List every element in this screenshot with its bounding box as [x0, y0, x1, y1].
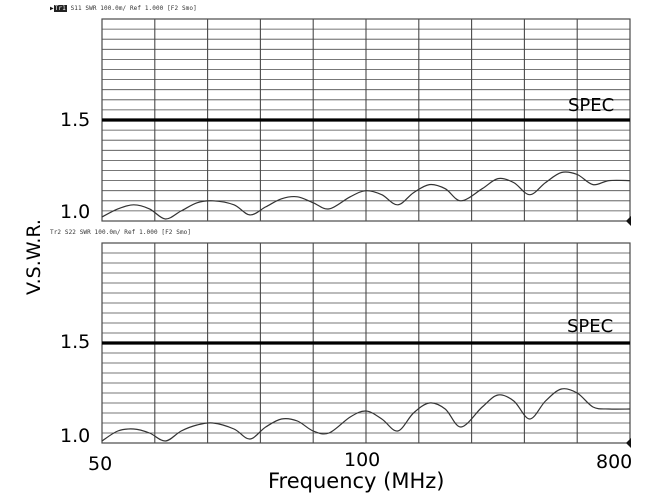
xtick-50: 50	[88, 453, 113, 475]
reference-marker-icon	[626, 438, 631, 448]
y-axis-title: V.S.W.R.	[23, 219, 45, 295]
xtick-800: 800	[596, 451, 633, 473]
vswr-trace	[101, 171, 631, 220]
marker-arrow-icon: ▶	[50, 5, 54, 12]
bottom-ytick-1-0: 1.0	[60, 425, 91, 447]
trace-tag: Tr1	[53, 5, 67, 12]
top-ytick-1-0: 1.0	[60, 201, 91, 223]
bottom-chart-header: Tr2 S22 SWR 100.0m/ Ref 1.000 [F2 Smo]	[50, 229, 191, 236]
top-ytick-1-5: 1.5	[60, 109, 91, 131]
x-axis-title: Frequency (MHz)	[268, 469, 445, 493]
reference-marker-icon	[626, 216, 631, 226]
xtick-100: 100	[344, 449, 381, 471]
top-spec-label: SPEC	[568, 95, 615, 116]
vswr-trace	[101, 388, 631, 442]
header-text: S22 SWR 100.0m/ Ref 1.000 [F2 Smo]	[64, 229, 192, 236]
header-text: S11 SWR 100.0m/ Ref 1.000 [F2 Smo]	[70, 5, 197, 12]
trace-tag: Tr2	[50, 229, 62, 236]
bottom-ytick-1-5: 1.5	[60, 331, 91, 353]
bottom-spec-label: SPEC	[567, 316, 614, 337]
top-chart-header: ▶Tr1 S11 SWR 100.0m/ Ref 1.000 [F2 Smo]	[50, 5, 197, 12]
